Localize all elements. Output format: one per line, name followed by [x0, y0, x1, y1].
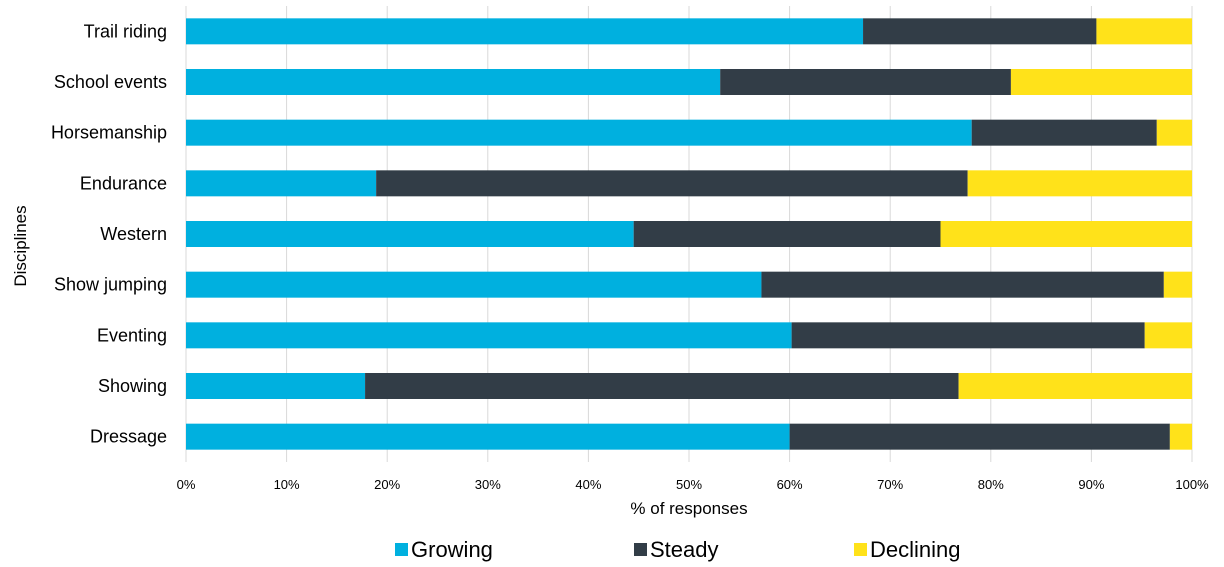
- bar-steady-endurance: [376, 170, 968, 196]
- bar-growing-western: [186, 221, 634, 247]
- category-label: Dressage: [90, 427, 167, 447]
- x-tick-label: 50%: [676, 477, 702, 492]
- category-label: Western: [100, 224, 167, 244]
- bar-growing-trail-riding: [186, 18, 863, 44]
- bar-declining-show-jumping: [1164, 272, 1192, 298]
- bar-growing-dressage: [186, 424, 790, 450]
- bar-steady-showing: [365, 373, 959, 399]
- legend-swatch-steady: [634, 543, 647, 556]
- bar-declining-western: [941, 221, 1193, 247]
- x-tick-label: 80%: [978, 477, 1004, 492]
- legend-swatch-growing: [395, 543, 408, 556]
- bars: [186, 18, 1192, 449]
- bar-steady-dressage: [790, 424, 1170, 450]
- bar-growing-show-jumping: [186, 272, 761, 298]
- category-label: Showing: [98, 376, 167, 396]
- bar-growing-showing: [186, 373, 365, 399]
- category-label: School events: [54, 72, 167, 92]
- bar-steady-show-jumping: [761, 272, 1163, 298]
- legend-label-steady: Steady: [650, 537, 719, 562]
- bar-steady-eventing: [792, 322, 1145, 348]
- bar-declining-horsemanship: [1157, 120, 1192, 146]
- bar-steady-horsemanship: [972, 120, 1157, 146]
- category-label: Show jumping: [54, 275, 167, 295]
- bar-declining-school-events: [1011, 69, 1192, 95]
- x-tick-label: 0%: [177, 477, 196, 492]
- x-tick-label: 70%: [877, 477, 903, 492]
- x-tick-label: 90%: [1078, 477, 1104, 492]
- legend-label-growing: Growing: [411, 537, 493, 562]
- y-axis-title: Disciplines: [11, 205, 30, 286]
- bar-declining-dressage: [1170, 424, 1192, 450]
- bar-growing-horsemanship: [186, 120, 972, 146]
- bar-growing-eventing: [186, 322, 792, 348]
- bar-declining-eventing: [1145, 322, 1192, 348]
- x-tick-label: 40%: [575, 477, 601, 492]
- legend-label-declining: Declining: [870, 537, 961, 562]
- bar-steady-school-events: [720, 69, 1011, 95]
- category-label: Horsemanship: [51, 123, 167, 143]
- category-label: Endurance: [80, 173, 167, 193]
- bar-declining-trail-riding: [1096, 18, 1192, 44]
- x-tick-label: 10%: [274, 477, 300, 492]
- x-tick-label: 100%: [1175, 477, 1209, 492]
- x-tick-label: 20%: [374, 477, 400, 492]
- category-labels: Trail riding School events Horsemanship End…: [51, 21, 167, 446]
- bar-declining-showing: [959, 373, 1192, 399]
- x-axis-title: % of responses: [630, 499, 747, 518]
- bar-steady-trail-riding: [863, 18, 1096, 44]
- x-tick-label: 30%: [475, 477, 501, 492]
- bar-steady-western: [634, 221, 941, 247]
- x-tick-labels: 0% 10% 20% 30% 40% 50% 60% 70% 80% 90% 100%: [177, 477, 1209, 492]
- bar-growing-endurance: [186, 170, 376, 196]
- bar-declining-endurance: [968, 170, 1192, 196]
- legend-swatch-declining: [854, 543, 867, 556]
- bar-growing-school-events: [186, 69, 720, 95]
- legend: Growing Steady Declining: [395, 537, 961, 562]
- category-label: Eventing: [97, 325, 167, 345]
- category-label: Trail riding: [84, 21, 167, 41]
- x-tick-label: 60%: [777, 477, 803, 492]
